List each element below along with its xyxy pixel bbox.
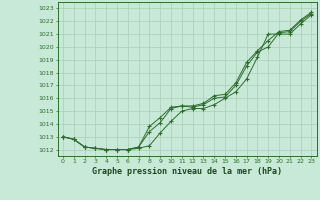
- X-axis label: Graphe pression niveau de la mer (hPa): Graphe pression niveau de la mer (hPa): [92, 167, 282, 176]
